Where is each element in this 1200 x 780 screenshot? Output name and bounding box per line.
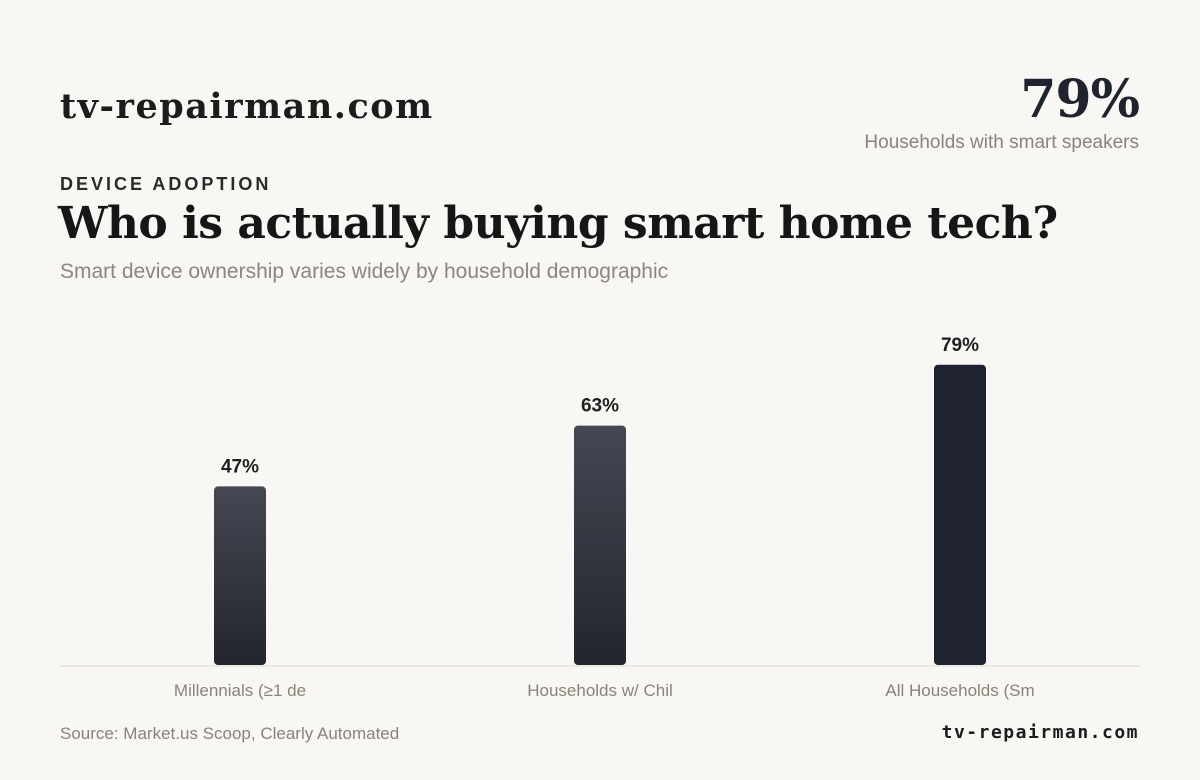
bar-value-label: 79% [941, 335, 979, 356]
category-tick-label: All Households (Sm [885, 681, 1034, 700]
source-note: Source: Market.us Scoop, Clearly Automat… [60, 724, 400, 743]
brand-logo: tv-repairman.com [60, 86, 434, 127]
bar-value-label: 63% [581, 396, 619, 417]
category-tick-label: Households w/ Chil [527, 681, 673, 700]
footer-brand: tv-repairman.com [941, 722, 1139, 743]
headline-stat: 79% Households with smart speakers [864, 69, 1140, 154]
headline-stat-value: 79% [1020, 69, 1140, 130]
headline-stat-label: Households with smart speakers [864, 132, 1139, 153]
category-tick-label: Millennials (≥1 de [174, 681, 306, 700]
bar [214, 486, 266, 665]
bar [934, 364, 986, 665]
bar-value-label: 47% [221, 456, 259, 477]
section-eyebrow: DEVICE ADOPTION [60, 174, 272, 194]
chart-title: Who is actually buying smart home tech? [58, 198, 1058, 249]
chart-subtitle: Smart device ownership varies widely by … [60, 260, 669, 283]
bar [574, 425, 626, 665]
